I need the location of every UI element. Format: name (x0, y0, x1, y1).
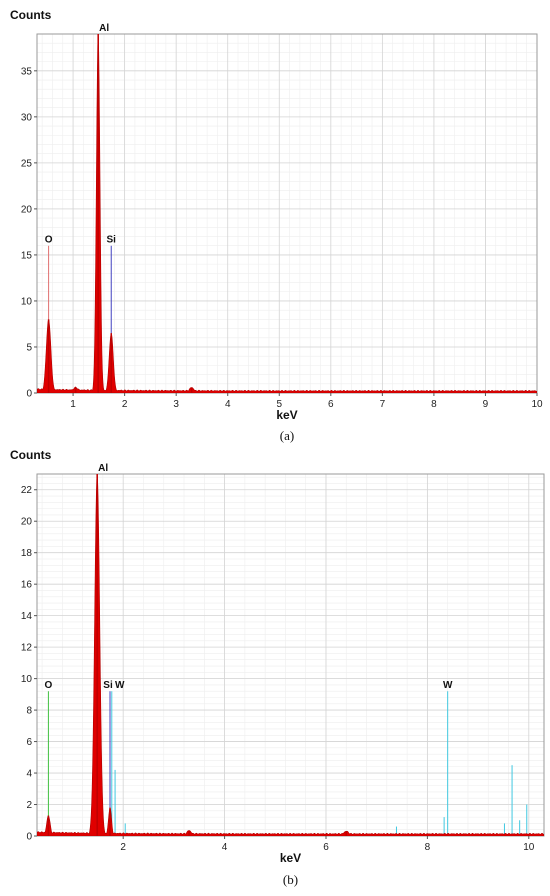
x-tick-label: 4 (225, 399, 231, 410)
y-tick-label: 18 (21, 548, 33, 559)
x-tick-label: 10 (523, 842, 535, 853)
x-axis-label: keV (280, 851, 301, 865)
y-tick-label: 6 (26, 737, 32, 748)
x-axis-label: keV (276, 408, 297, 422)
y-tick-label: 20 (21, 517, 33, 528)
y-tick-label: 15 (21, 250, 33, 261)
x-tick-label: 6 (323, 842, 329, 853)
x-tick-label: 5 (276, 399, 282, 410)
element-label-w: W (443, 680, 453, 691)
y-axis-label: Counts (10, 448, 52, 462)
x-tick-label: 4 (222, 842, 228, 853)
plot-content (37, 34, 537, 393)
y-tick-label: 25 (21, 158, 33, 169)
x-tick-label: 8 (431, 399, 437, 410)
element-label-si: Si (103, 680, 113, 691)
x-tick-label: 1 (70, 399, 76, 410)
y-tick-label: 22 (21, 485, 33, 496)
plot-area (37, 34, 537, 393)
x-tick-label: 9 (483, 399, 489, 410)
element-label-w: W (115, 680, 125, 691)
y-axis-label: Counts (10, 8, 52, 22)
y-tick-label: 2 (26, 800, 32, 811)
y-tick-label: 10 (21, 296, 33, 307)
element-label-al: Al (99, 23, 109, 34)
element-label-o: O (45, 680, 53, 691)
element-label-si: Si (107, 235, 117, 246)
x-tick-label: 2 (122, 399, 128, 410)
y-tick-label: 16 (21, 580, 33, 591)
panel-label: (b) (283, 872, 298, 887)
element-label-al: Al (98, 463, 108, 474)
x-tick-label: 7 (380, 399, 386, 410)
y-tick-label: 8 (26, 706, 32, 717)
plot-content (37, 474, 544, 836)
x-tick-label: 10 (531, 399, 543, 410)
spectrum-area (37, 35, 537, 393)
y-tick-label: 35 (21, 66, 33, 77)
chart-panel-b: 2 4 6 8 10 0 2 4 6 8 10 12 14 16 18 20 22 Counts keV (b) O Al… (10, 448, 545, 887)
plot-area (37, 474, 544, 836)
y-tick-label: 0 (26, 389, 32, 400)
y-tick-label: 14 (21, 611, 33, 622)
spectrum-area (37, 474, 544, 836)
y-tick-label: 10 (21, 674, 33, 685)
y-tick-label: 12 (21, 643, 33, 654)
y-tick-label: 30 (21, 112, 33, 123)
element-label-o: O (45, 235, 53, 246)
x-tick-label: 2 (120, 842, 126, 853)
y-tick-label: 5 (26, 342, 32, 353)
y-tick-label: 0 (26, 832, 32, 843)
panel-label: (a) (280, 428, 294, 443)
y-tick-label: 20 (21, 204, 33, 215)
x-tick-label: 3 (173, 399, 179, 410)
chart-panel-a: 1 2 3 4 5 6 7 8 9 10 0 5 10 15 20 25 30 35 Counts keV (a) O Al… (10, 8, 543, 443)
y-tick-label: 4 (26, 769, 32, 780)
x-tick-label: 8 (425, 842, 431, 853)
x-tick-label: 6 (328, 399, 334, 410)
